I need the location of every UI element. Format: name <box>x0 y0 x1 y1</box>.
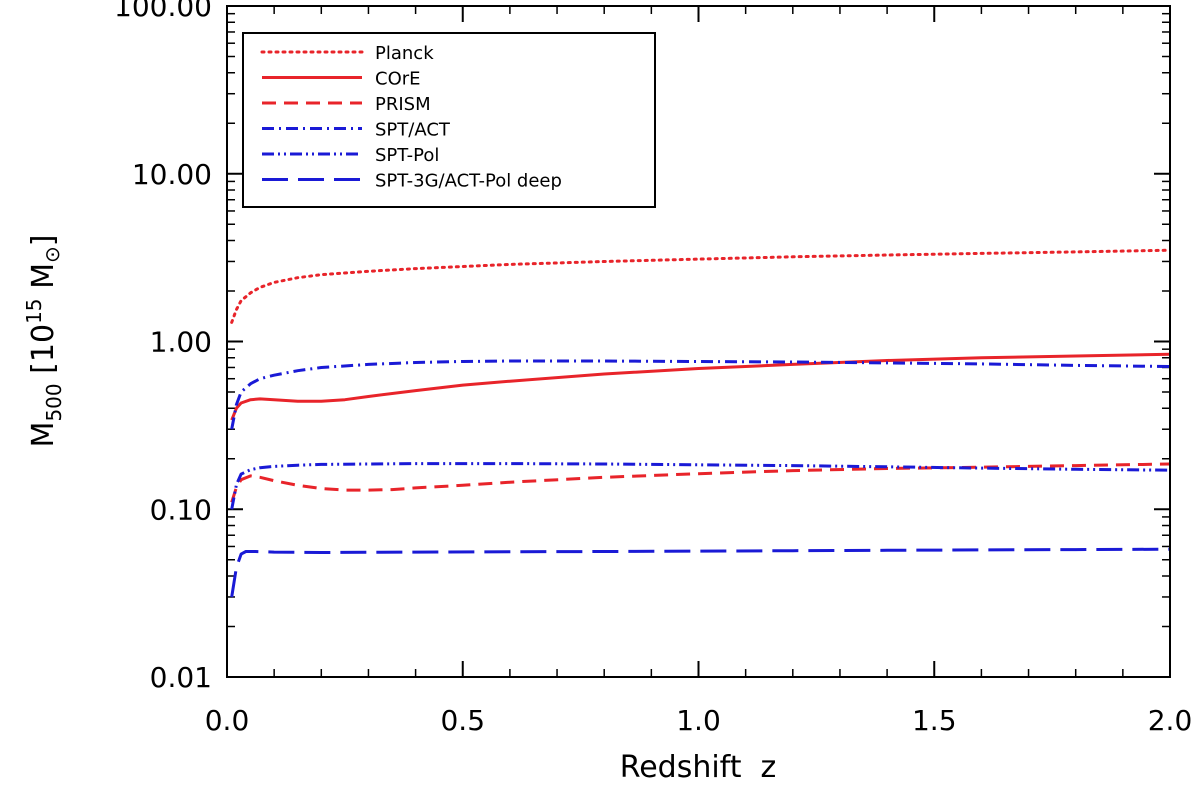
legend-label-core: COrE <box>375 69 421 90</box>
legend-label-spt-3g-act-pol-deep: SPT-3G/ACT-Pol deep <box>375 171 562 192</box>
series-line-prism <box>230 462 1171 503</box>
y-axis-title-base: M <box>26 422 61 448</box>
legend-label-planck: Planck <box>375 43 434 64</box>
series-line-planck <box>230 248 1172 324</box>
y-axis-title-close: ] <box>26 235 61 247</box>
legend: Planck COrE PRISM SPT/ACT SPT-Pol SPT-3G/ACT-… <box>242 32 656 208</box>
major-ticks <box>226 5 1171 678</box>
x-tick-label: 0.5 <box>440 704 485 737</box>
legend-label-spt-pol: SPT-Pol <box>375 145 439 166</box>
series-layer <box>230 248 1172 598</box>
y-tick-label: 100.00 <box>114 0 212 23</box>
legend-entries: Planck COrE PRISM SPT/ACT SPT-Pol SPT-3G/ACT-… <box>260 43 562 192</box>
y-axis-title: M500 [1015 M⊙] <box>22 235 66 448</box>
x-tick-label: 0.0 <box>205 704 250 737</box>
x-tick-labels: 0.0 0.5 1.0 1.5 2.0 <box>205 704 1193 737</box>
x-axis-title: Redshift z <box>620 750 777 785</box>
y-tick-labels: 0.01 0.10 1.00 10.00 100.00 <box>114 0 212 694</box>
y-tick-label: 0.01 <box>150 661 212 694</box>
x-tick-label: 1.5 <box>912 704 957 737</box>
y-tick-label: 1.00 <box>150 326 212 359</box>
series-line-spt-3g-act-pol-deep <box>230 547 1171 598</box>
x-tick-label: 1.0 <box>676 704 721 737</box>
legend-label-spt-act: SPT/ACT <box>375 120 451 141</box>
y-axis-title-open: [10 <box>26 324 61 374</box>
series-line-core <box>230 352 1171 421</box>
y-axis-title-unit-symbol: ⊙ <box>40 246 64 263</box>
series-line-spt-act <box>230 359 1171 430</box>
x-tick-label: 2.0 <box>1148 704 1193 737</box>
y-axis-title-unit: M <box>26 263 61 298</box>
y-tick-label: 0.10 <box>150 493 212 526</box>
y-axis-title-sup: 15 <box>22 298 46 323</box>
y-tick-label: 10.00 <box>132 158 212 191</box>
plot-frame <box>226 5 1171 678</box>
y-axis-title-sub: 500 <box>42 383 66 421</box>
legend-label-prism: PRISM <box>375 94 431 115</box>
series-line-spt-pol <box>230 462 1171 510</box>
